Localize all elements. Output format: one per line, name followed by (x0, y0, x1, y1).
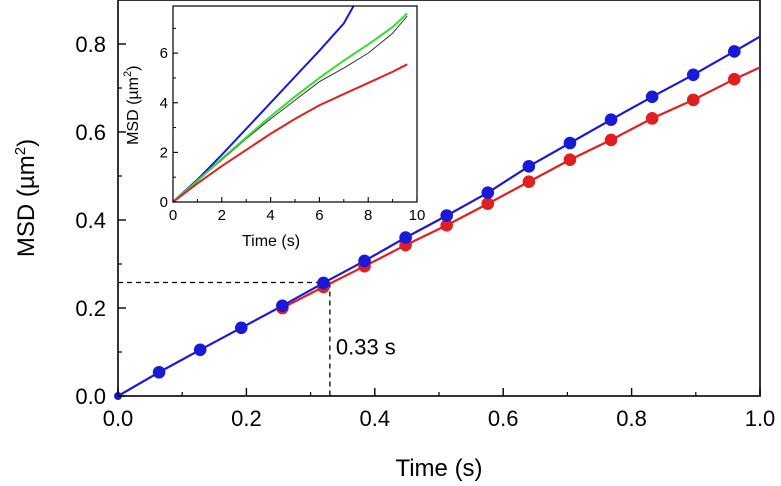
inset-x-tick-label: 4 (266, 207, 274, 224)
main-point-blue (645, 90, 659, 104)
main-y-ticks: 0.0 0.2 0.4 0.6 0.8 (75, 0, 126, 409)
main-y-axis-title: MSD (µm2) (12, 139, 40, 257)
main-guide-lines (118, 281, 331, 396)
main-point-blue (358, 254, 371, 268)
main-point-red (563, 153, 577, 167)
main-x-axis-title: Time (s) (395, 455, 482, 482)
inset-x-ticks: 0 2 4 6 8 10 (169, 197, 426, 224)
main-y-tick-label: 0.6 (75, 120, 106, 145)
main-x-tick-label: 0.0 (103, 406, 134, 431)
inset-x-tick-label: 8 (364, 207, 372, 224)
inset-x-axis-title: Time (s) (242, 233, 300, 250)
main-x-tick-label: 0.8 (616, 406, 647, 431)
main-x-tick-label: 1.0 (745, 406, 776, 431)
inset-curve-green (172, 12, 408, 203)
main-point-blue (317, 276, 330, 290)
main-x-ticks: 0.0 0.2 0.4 0.6 0.8 1.0 (103, 388, 776, 431)
main-y-tick-label: 0.0 (75, 384, 106, 409)
inset-y-ticks: 0 2 4 6 (160, 27, 178, 211)
main-point-red (440, 218, 454, 232)
main-y-tick-label: 0.2 (75, 296, 106, 321)
inset-x-tick-label: 0 (169, 207, 177, 224)
main-point-red (686, 93, 700, 107)
inset-x-tick-label: 2 (218, 207, 226, 224)
inset-x-tick-label: 6 (315, 207, 323, 224)
main-x-tick-label: 0.2 (231, 406, 262, 431)
main-point-red (604, 133, 618, 147)
main-point-red (481, 197, 495, 211)
main-point-red (522, 175, 536, 189)
inset-x-tick-label: 10 (409, 207, 426, 224)
main-x-tick-label: 0.4 (360, 406, 391, 431)
main-point-blue (563, 136, 577, 150)
main-x-tick-label: 0.6 (488, 406, 519, 431)
inset-y-axis-title: MSD (µm2) (122, 66, 142, 145)
main-point-blue (399, 231, 412, 244)
main-y-tick-label: 0.8 (75, 32, 106, 57)
inset-y-tick-label: 0 (160, 194, 168, 211)
inset-y-tick-label: 6 (160, 45, 168, 62)
main-point-red (728, 72, 741, 86)
main-point-blue (276, 299, 289, 313)
main-chart: 0.0 0.2 0.4 0.6 0.8 1.0 0.0 0.2 0.4 0.6 0.8 0.33 … (12, 0, 775, 482)
main-point-blue (522, 160, 536, 173)
inset-y-tick-label: 2 (160, 144, 168, 161)
main-point-blue (234, 321, 248, 335)
main-y-tick-label: 0.4 (75, 208, 106, 233)
main-point-blue (481, 186, 495, 200)
inset-curve-blue (172, 5, 355, 203)
inset-chart: 0 2 4 6 8 10 0 2 4 6 Time (s) MSD (µm2) (122, 5, 426, 250)
annotation-0-33s: 0.33 s (336, 334, 396, 359)
inset-curve-red (172, 63, 408, 203)
main-data-points (114, 45, 741, 400)
main-point-blue (728, 45, 741, 58)
main-point-blue (193, 343, 207, 357)
main-point-blue (152, 365, 166, 379)
main-point-blue (604, 113, 618, 126)
inset-curves (172, 5, 408, 203)
main-point-red (645, 112, 659, 125)
main-point-blue (686, 68, 700, 82)
main-point-blue (440, 209, 454, 222)
inset-y-tick-label: 4 (160, 95, 168, 112)
